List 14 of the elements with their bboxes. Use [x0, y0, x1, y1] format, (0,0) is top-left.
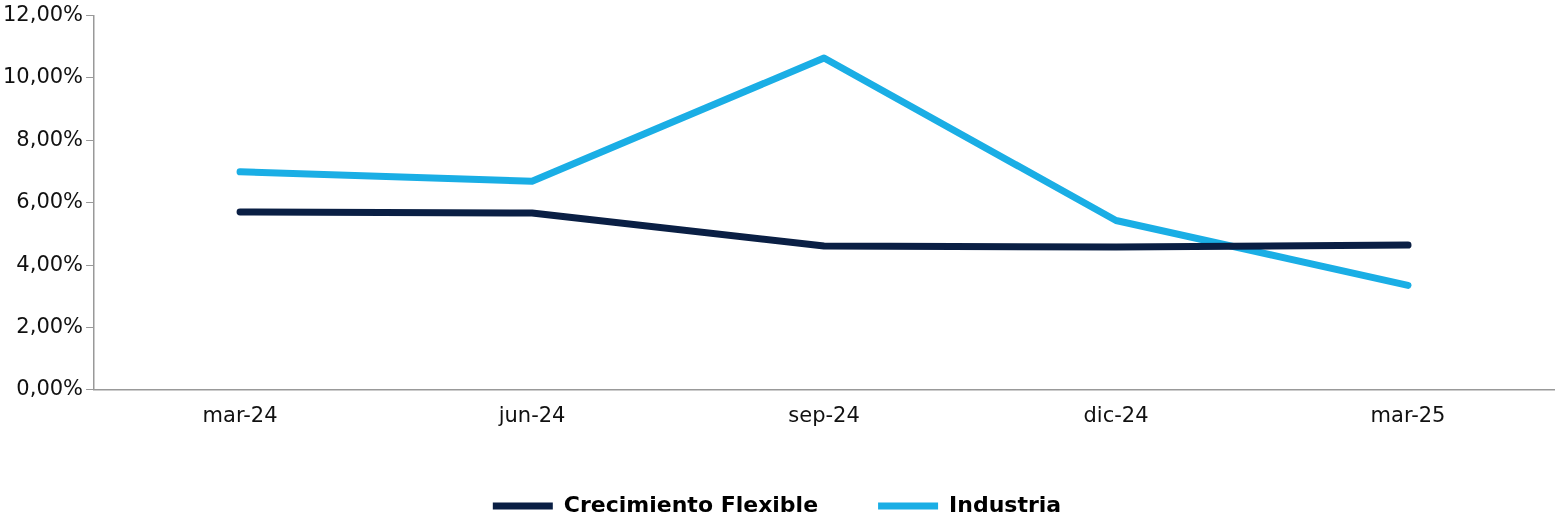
y-tick-label: 8,00% — [16, 126, 84, 151]
x-tick-label: mar-25 — [1370, 402, 1446, 427]
y-tick-label: 0,00% — [16, 376, 84, 401]
legend-label: Crecimiento Flexible — [563, 491, 819, 517]
y-tick-label: 4,00% — [16, 251, 84, 276]
y-tick-label: 6,00% — [16, 189, 84, 214]
x-tick-label: sep-24 — [788, 402, 860, 427]
x-tick-label: mar-24 — [202, 402, 278, 427]
y-tick-label: 12,00% — [2, 2, 84, 27]
y-tick-label: 2,00% — [16, 313, 84, 338]
legend-label: Industria — [949, 491, 1062, 517]
x-tick-label: dic-24 — [1083, 402, 1149, 427]
x-tick-label: jun-24 — [497, 402, 566, 427]
y-tick-label: 10,00% — [2, 64, 84, 89]
